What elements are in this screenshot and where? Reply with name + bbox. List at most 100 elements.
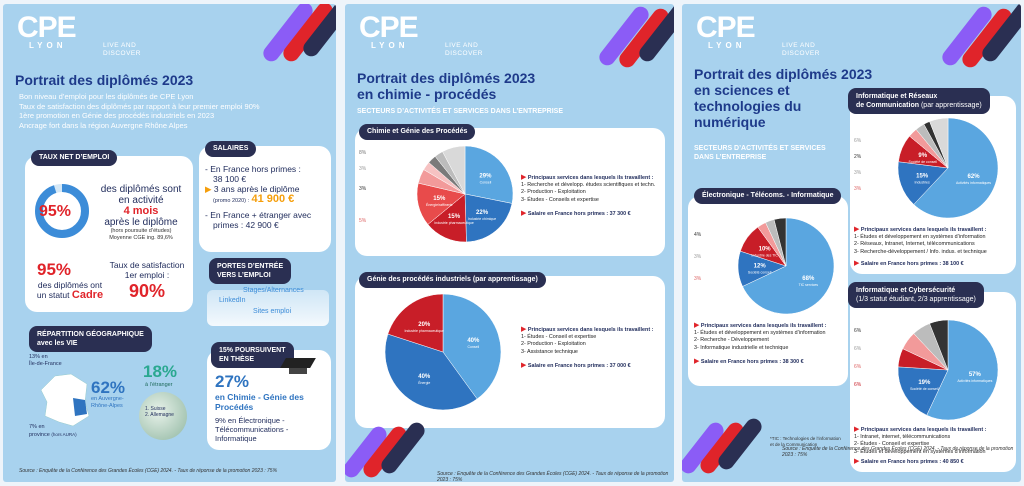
header: CPE LYON LIVE AND DISCOVER bbox=[345, 4, 674, 66]
bullet-item: Ancrage fort dans la région Auvergne Rhô… bbox=[19, 120, 188, 130]
tagline: LIVE AND DISCOVER bbox=[103, 42, 141, 57]
pie-chart-irc: 62%Activités informatiques 15%Industries 9… bbox=[897, 117, 999, 219]
emploi-pct: 95% bbox=[39, 203, 72, 220]
pie-slice-desc: Énergie bbox=[418, 380, 430, 385]
pie-slice bbox=[387, 293, 444, 353]
pie-slice-desc: Industries bbox=[915, 180, 930, 184]
pie-slice-label: 40% bbox=[418, 374, 431, 380]
emploi-text: des diplômés sont en activité 4 mois aprè… bbox=[100, 184, 182, 241]
page-title: Portrait des diplômés 2023 en sciences et… bbox=[694, 66, 873, 130]
decor-stripes bbox=[345, 404, 428, 482]
pie-label: 6% bbox=[854, 328, 862, 334]
geo-idf: 13% en Île-de-France bbox=[29, 354, 62, 367]
portes-pill: PORTES D’ENTRÉE VERS L’EMPLOI bbox=[209, 258, 292, 284]
pie-slice-label: 68% bbox=[802, 276, 815, 282]
pie-slice-desc: Conseil bbox=[480, 180, 492, 184]
chart3-services: ▶ Principaux services dans lesquels ils … bbox=[854, 426, 987, 465]
section-subtitle: SECTEURS D’ACTIVITÉS ET SERVICES DANS L’E… bbox=[694, 145, 826, 161]
pie-slice-desc: Industrie des TIC bbox=[751, 253, 778, 257]
geo-pill: RÉPARTITION GÉOGRAPHIQUE avec les VIE bbox=[29, 326, 152, 352]
pie-slice-label: 15% bbox=[448, 214, 461, 220]
pie-slice bbox=[929, 117, 949, 169]
pie-slice-label: 62% bbox=[968, 174, 981, 180]
cpe-logo: CPE LYON bbox=[359, 11, 419, 50]
portes-item: LinkedIn bbox=[219, 297, 246, 304]
pie-label: 2% bbox=[854, 154, 862, 160]
pie-slice-desc: TIC services bbox=[799, 283, 819, 287]
chart1-pill: Chimie et Génie des Procédés bbox=[359, 124, 476, 140]
decor-stripes bbox=[682, 400, 765, 480]
cadre-pct: 95% bbox=[37, 260, 72, 279]
chart1-services: ▶ Principaux services dans lesquels ils … bbox=[521, 174, 656, 217]
bullet-item: Taux de satisfaction des diplômés par ra… bbox=[19, 101, 260, 111]
pie-slice bbox=[929, 319, 949, 371]
panel-numerique: CPE LYON LIVE AND DISCOVER Portrait des di… bbox=[682, 4, 1021, 482]
bullet-item: 1ère promotion en Génie des procédés ind… bbox=[19, 111, 215, 120]
chart2-pill: Informatique et Réseaux de Communication … bbox=[848, 88, 990, 114]
pie-slice-label: 10% bbox=[759, 246, 772, 252]
pie-slice-label: 40% bbox=[467, 338, 480, 344]
pie-slice-desc: Société de conseil bbox=[910, 387, 939, 391]
pie-slice-label: 9% bbox=[918, 153, 927, 159]
pie-slice bbox=[773, 217, 787, 267]
pie-slice-desc: Industrie chimique bbox=[468, 217, 496, 221]
source-note: Source : Enquête de la Conférence des Gr… bbox=[437, 471, 669, 482]
pie-slice bbox=[913, 117, 999, 219]
pie-label: 6% bbox=[854, 382, 862, 388]
pie-slice-desc: Industrie pharmaceutique bbox=[404, 329, 444, 333]
pie-slice bbox=[384, 333, 478, 411]
portes-item: Sites emploi bbox=[253, 308, 292, 315]
bullet-item: Bon niveau d’emploi pour les diplômés de… bbox=[19, 92, 194, 101]
portes-visual bbox=[207, 290, 329, 326]
pie-slice-label: 19% bbox=[918, 380, 931, 386]
chart3-pill: Informatique et Cybersécurité (1/3 statut… bbox=[848, 282, 984, 308]
pie-slice bbox=[742, 217, 835, 315]
source-note: Source : Enquête de la Conférence des Gr… bbox=[782, 446, 1014, 458]
pie-slice-desc: Société de conseil bbox=[909, 160, 938, 164]
pie-slice-label: 15% bbox=[433, 196, 446, 202]
header: CPE LYON LIVE AND DISCOVER bbox=[3, 4, 336, 66]
pie-label: 4% bbox=[694, 232, 702, 238]
pie-label: 3% bbox=[359, 186, 367, 192]
source-note: Source : Enquête de la Conférence des Gr… bbox=[19, 468, 278, 474]
pie-slice-desc: Conseil bbox=[467, 345, 479, 349]
pie-slice-label: 12% bbox=[754, 264, 767, 270]
geo-etr-list: 1. Suisse 2. Allemagne bbox=[145, 406, 174, 418]
header: CPE LYON LIVE AND DISCOVER bbox=[682, 4, 1021, 66]
chart1-pill: Électronique - Télécoms. - Informatique bbox=[694, 188, 842, 204]
salaires-pill: SALAIRES bbox=[205, 141, 257, 157]
panel-chimie: CPE LYON LIVE AND DISCOVER Portrait des di… bbox=[345, 4, 674, 482]
pie-slice bbox=[464, 145, 514, 204]
geo-etr-pct: 18% bbox=[143, 362, 178, 381]
poursuite-pct: 27% bbox=[215, 372, 250, 391]
tagline: LIVE AND DISCOVER bbox=[445, 42, 483, 57]
pie-slice-desc: Énergie/raffinerie bbox=[426, 202, 453, 207]
salaires-card bbox=[199, 146, 331, 252]
section-subtitle: SECTEURS D’ACTIVITÉS ET SERVICES DANS L’… bbox=[357, 108, 564, 115]
pie-label: 6% bbox=[854, 364, 862, 370]
pie-label: 3% bbox=[359, 166, 367, 172]
pie-slice bbox=[926, 319, 999, 421]
geo-prov: 7% en province (hors AURA) bbox=[29, 424, 77, 438]
poursuite-other: 9% en Électronique - Télécommunications -… bbox=[215, 416, 289, 443]
satisfaction-text: Taux de satisfaction 1er emploi : 90% bbox=[109, 260, 185, 301]
cpe-logo: CPE LYON bbox=[696, 11, 756, 50]
geo-ara: en Auvergne-Rhône-Alpes bbox=[91, 396, 124, 409]
pie-slice-desc: Industrie pharmaceutique bbox=[434, 221, 474, 225]
geo-ara-pct: 62% bbox=[91, 378, 126, 397]
emploi-ring bbox=[35, 184, 89, 238]
graduation-cap-icon bbox=[280, 358, 316, 376]
pie-slice-desc: Société conseil bbox=[748, 271, 772, 275]
portes-item: Stages/Alternances bbox=[243, 287, 304, 294]
pie-label: 3% bbox=[854, 186, 862, 192]
pie-label: 6% bbox=[854, 138, 862, 144]
chart2-services: ▶ Principaux services dans lesquels ils … bbox=[521, 326, 654, 369]
chart2-pill: Génie des procédés industriels (par appr… bbox=[359, 272, 546, 288]
page-title: Portrait des diplômés 2023 en chimie - pr… bbox=[357, 70, 536, 102]
chart2-services: ▶ Principaux services dans lesquels ils … bbox=[854, 226, 987, 267]
france-map-icon bbox=[40, 373, 90, 427]
pie-slice bbox=[442, 293, 502, 400]
pie-slice-label: 20% bbox=[418, 322, 431, 328]
